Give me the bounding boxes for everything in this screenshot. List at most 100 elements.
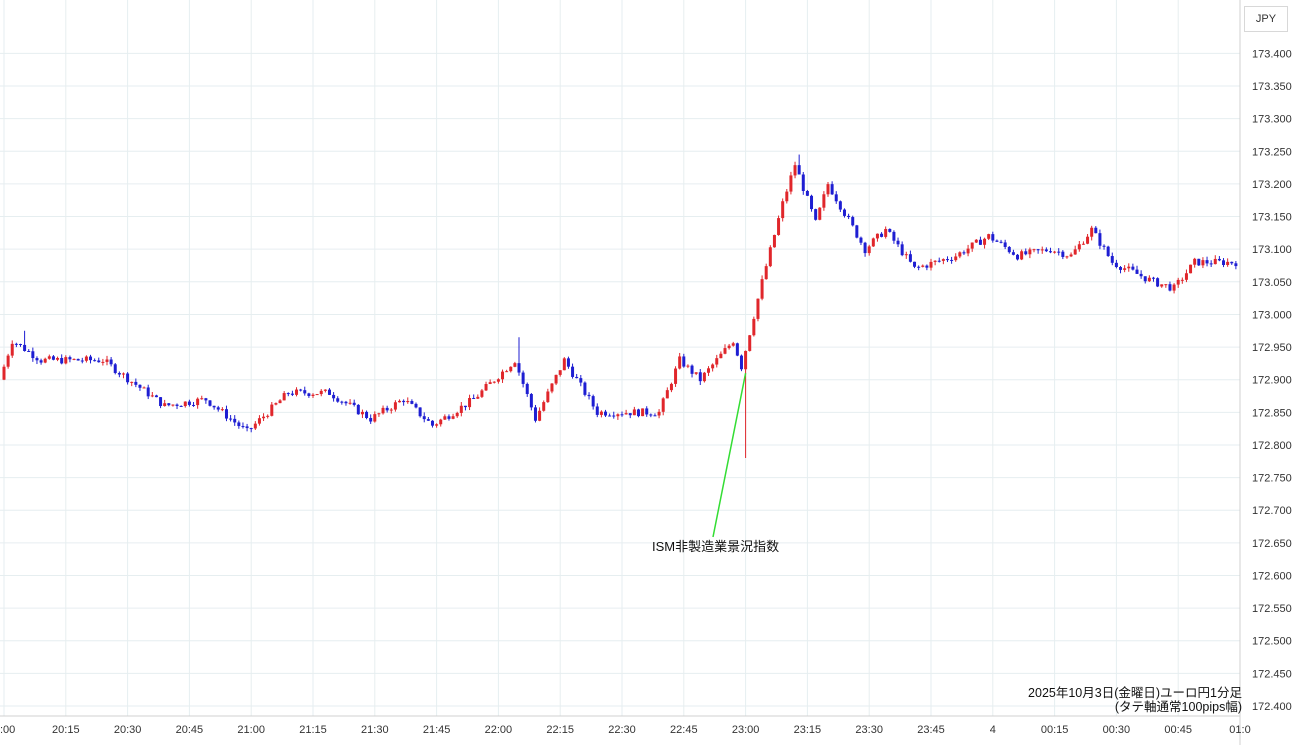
candle-body [216, 407, 220, 410]
candle-body [257, 418, 261, 424]
candle-body [130, 381, 134, 383]
y-tick-label: 172.450 [1252, 668, 1292, 680]
y-tick-label: 172.900 [1252, 375, 1292, 387]
candle-body [917, 266, 921, 268]
candle-body [1044, 249, 1048, 252]
candle-body [999, 241, 1003, 243]
candle-body [1106, 246, 1110, 257]
candle-body [542, 402, 546, 411]
candle-body [760, 279, 764, 299]
candle-body [303, 390, 307, 394]
candle-body [1016, 254, 1020, 260]
candle-body [834, 194, 838, 202]
candle-body [698, 372, 702, 382]
candle-body [121, 373, 125, 375]
candle-body [908, 254, 912, 262]
candle-body [764, 266, 768, 280]
candle-body [842, 209, 846, 216]
candle-body [863, 242, 867, 254]
candle-body [929, 261, 933, 268]
y-tick-label: 173.400 [1252, 48, 1292, 60]
candle-body [484, 384, 488, 391]
candle-body [249, 428, 253, 430]
candle-body [422, 416, 426, 420]
candle-body [14, 343, 18, 345]
candle-body [39, 360, 43, 363]
candle-body [579, 378, 583, 383]
candle-body [604, 411, 608, 416]
x-tick-label: 21:30 [361, 724, 389, 736]
candle-body [468, 398, 472, 408]
candle-body [426, 419, 430, 421]
candle-body [1114, 262, 1118, 268]
candle-body [669, 383, 673, 391]
candle-body [1168, 284, 1172, 291]
candle-body [756, 298, 760, 319]
candle-body [204, 398, 208, 401]
candle-body [822, 194, 826, 208]
candle-body [1164, 284, 1168, 286]
candle-body [1065, 256, 1069, 258]
candle-body [632, 409, 636, 416]
currency-label[interactable]: JPY [1244, 6, 1288, 32]
candle-body [558, 370, 562, 375]
candle-body [962, 252, 966, 254]
candle-body [365, 411, 369, 418]
candle-body [282, 393, 286, 401]
y-tick-label: 172.600 [1252, 570, 1292, 582]
candle-body [690, 365, 694, 374]
candle-body [636, 409, 640, 417]
candle-body [925, 265, 929, 268]
candle-body [797, 165, 801, 175]
candle-body [583, 382, 587, 395]
candle-body [1226, 261, 1230, 265]
candle-body [6, 355, 10, 367]
x-tick-label: 21:00 [237, 724, 265, 736]
candle-body [1189, 264, 1193, 274]
candle-body [987, 234, 991, 239]
candle-body [645, 408, 649, 415]
candle-body [694, 372, 698, 374]
x-tick-label: 23:30 [855, 724, 883, 736]
candle-body [686, 365, 690, 367]
candle-body [2, 366, 6, 380]
candle-body [64, 357, 68, 364]
candle-body [945, 259, 949, 261]
candle-body [336, 398, 340, 402]
candle-body [344, 401, 348, 404]
candle-body [220, 409, 224, 411]
candle-body [649, 414, 653, 416]
candle-body [18, 344, 22, 346]
candle-body [377, 413, 381, 415]
candle-body [1156, 278, 1160, 287]
time-axis: :00 20:15 20:30 20:45 21:00 21:15 21:30 21:45 22… [0, 724, 1251, 736]
candle-body [1028, 249, 1032, 255]
candle-body [896, 240, 900, 245]
candle-body [608, 415, 612, 417]
candle-body [311, 394, 315, 397]
candle-body [810, 195, 814, 210]
candle-body [451, 416, 455, 419]
candle-body [509, 366, 513, 372]
candle-body [418, 407, 422, 417]
candle-body [126, 373, 130, 383]
candle-body [385, 407, 389, 411]
candle-body [847, 215, 851, 218]
candle-body [76, 358, 80, 361]
candle-body [27, 351, 31, 353]
candle-body [1086, 236, 1090, 244]
x-tick-label: 00:30 [1103, 724, 1131, 736]
candle-body [307, 393, 311, 397]
candle-body [587, 394, 591, 397]
candle-body [950, 259, 954, 261]
candle-body [888, 228, 892, 232]
candle-body [187, 401, 191, 405]
candle-body [505, 371, 509, 373]
candle-body [171, 404, 175, 406]
candle-body [1209, 263, 1213, 265]
candle-body [253, 423, 257, 429]
y-tick-label: 172.800 [1252, 440, 1292, 452]
candle-body [566, 358, 570, 367]
candle-body [332, 394, 336, 399]
candle-body [200, 398, 204, 400]
